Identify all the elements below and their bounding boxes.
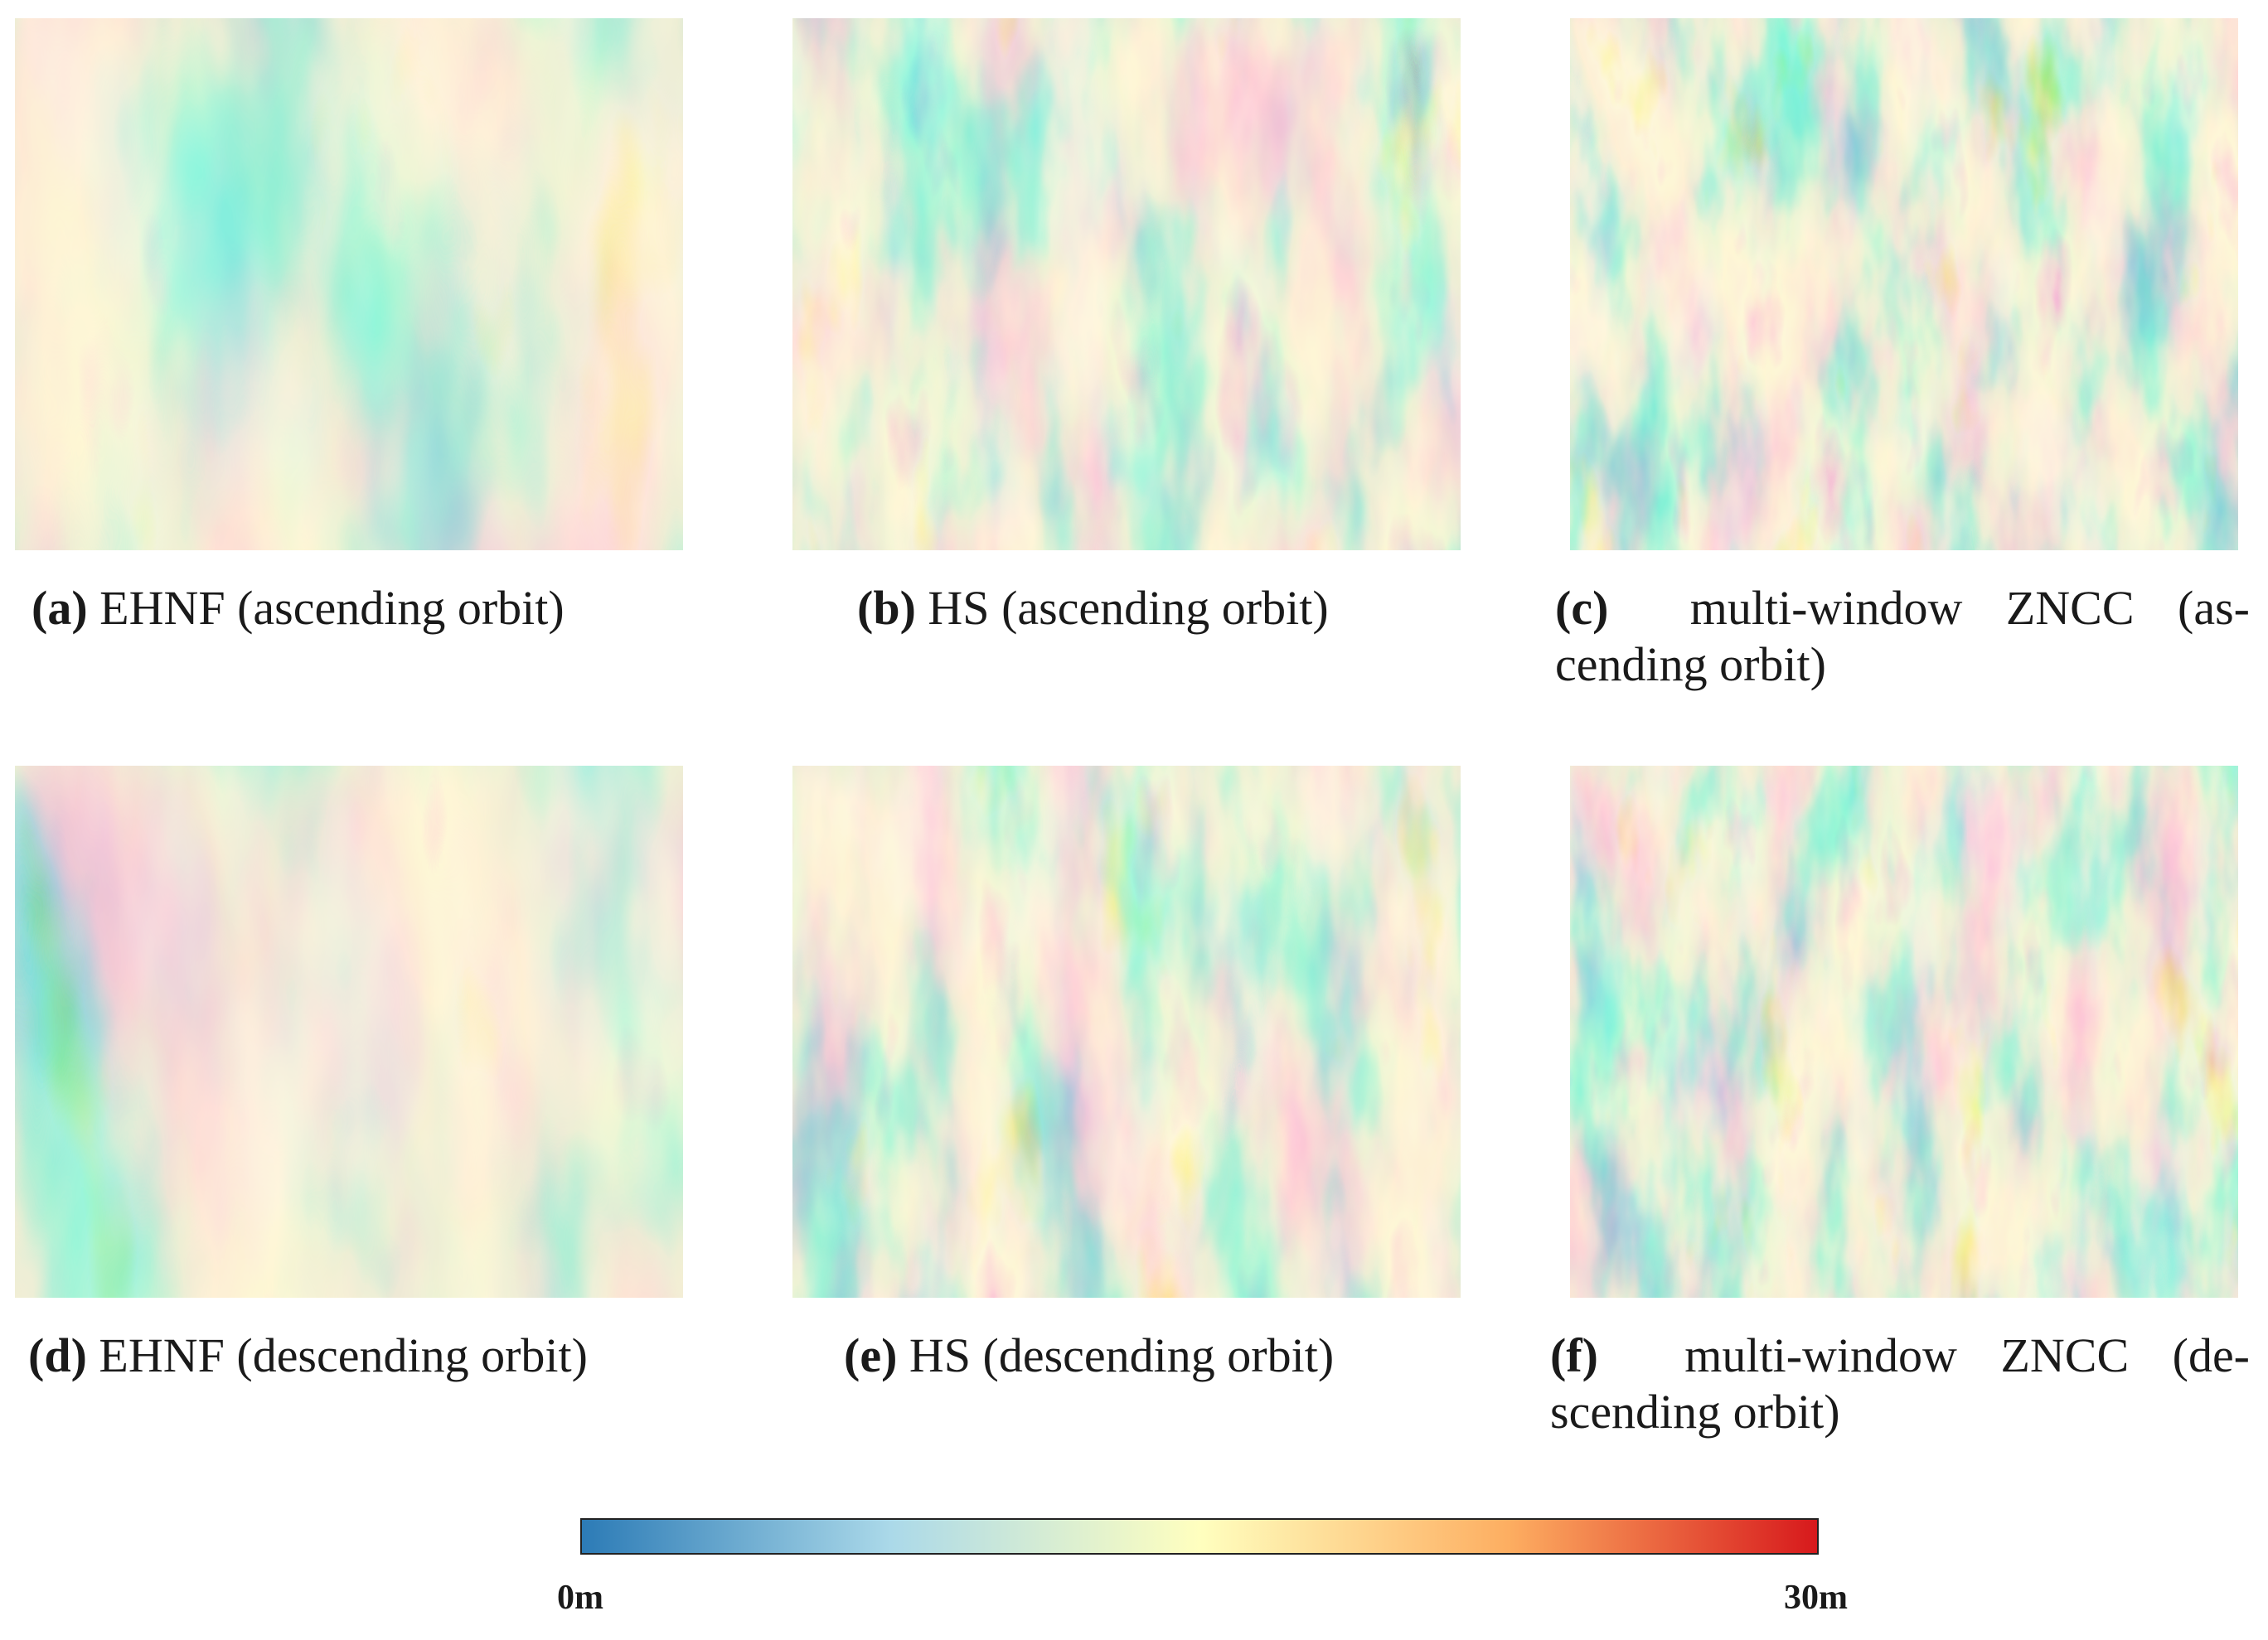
caption-f-line1: multi-window ZNCC (de-	[1684, 1328, 2250, 1382]
caption-b: (b) HS (ascending orbit)	[857, 581, 1329, 635]
caption-f-label: f	[1566, 1328, 1582, 1382]
elevation-error-map-e	[792, 766, 1461, 1298]
caption-e-label: e	[860, 1328, 882, 1382]
caption-e-text: HS (descending orbit)	[909, 1328, 1335, 1382]
texture-fill-c	[1570, 18, 2238, 550]
panel-d-image	[15, 766, 683, 1298]
colorbar-min-label: 0m	[557, 1579, 603, 1617]
texture-fill-a	[15, 18, 683, 550]
panel-e-image	[792, 766, 1461, 1298]
texture-fill-e	[792, 766, 1461, 1298]
colorbar	[580, 1518, 1819, 1555]
caption-c-line1: multi-window ZNCC (as-	[1689, 581, 2250, 635]
caption-d: (d) EHNF (descending orbit)	[28, 1328, 588, 1382]
caption-c: (c) multi-window ZNCC (as- cending orbit…	[1555, 581, 2250, 691]
texture-fill-b	[792, 18, 1461, 550]
texture-fill-f	[1570, 766, 2238, 1298]
panel-b-image	[792, 18, 1461, 550]
caption-b-label: b	[873, 581, 900, 635]
caption-f: (f) multi-window ZNCC (de- scending orbi…	[1550, 1328, 2250, 1439]
elevation-error-map-c	[1570, 18, 2238, 550]
caption-c-line2: cending orbit)	[1555, 637, 1826, 691]
caption-a: (a) EHNF (ascending orbit)	[32, 581, 565, 635]
caption-e: (e) HS (descending orbit)	[844, 1328, 1335, 1382]
caption-a-label: a	[47, 581, 72, 635]
colorbar-max-label: 30m	[1784, 1579, 1848, 1617]
elevation-error-map-b	[792, 18, 1461, 550]
panel-f-image	[1570, 766, 2238, 1298]
caption-f-line2: scending orbit)	[1550, 1385, 1840, 1439]
caption-a-text: EHNF (ascending orbit)	[99, 581, 565, 635]
caption-b-text: HS (ascending orbit)	[928, 581, 1329, 635]
panel-a-image	[15, 18, 683, 550]
caption-d-label: d	[44, 1328, 71, 1382]
elevation-error-map-a	[15, 18, 683, 550]
caption-c-label: c	[1571, 581, 1593, 635]
texture-fill-d	[15, 766, 683, 1298]
elevation-error-map-d	[15, 766, 683, 1298]
elevation-error-map-f	[1570, 766, 2238, 1298]
panel-c-image	[1570, 18, 2238, 550]
caption-d-text: EHNF (descending orbit)	[99, 1328, 588, 1382]
